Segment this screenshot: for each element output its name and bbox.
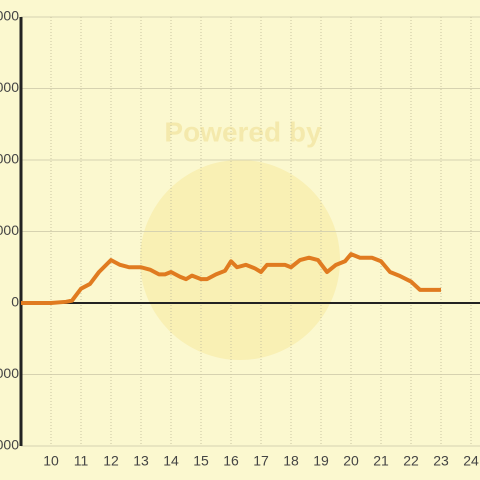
y-tick-label: 12,000 — [0, 8, 19, 24]
x-tick-label: 22 — [403, 453, 419, 469]
x-tick-label: 11 — [74, 453, 89, 469]
y-tick-label: 3,000 — [0, 222, 19, 238]
y-tick-label: -3,000 — [0, 365, 19, 381]
watermark: Powered by — [164, 116, 322, 147]
x-tick-label: 19 — [313, 453, 329, 469]
x-tick-label: 24 — [463, 453, 479, 469]
y-tick-label: 9,000 — [0, 79, 19, 95]
watermark-logo — [140, 160, 340, 360]
y-tick-label: 0 — [11, 294, 19, 310]
x-tick-label: 15 — [193, 453, 209, 469]
x-tick-label: 23 — [433, 453, 449, 469]
y-tick-label: 6,000 — [0, 151, 19, 167]
x-tick-label: 21 — [373, 453, 389, 469]
x-tick-label: 14 — [163, 453, 179, 469]
x-tick-label: 10 — [43, 453, 59, 469]
y-tick-label: -6,000 — [0, 437, 19, 453]
x-tick-label: 17 — [253, 453, 269, 469]
x-tick-label: 18 — [283, 453, 299, 469]
x-tick-label: 16 — [223, 453, 239, 469]
x-tick-label: 20 — [343, 453, 359, 469]
x-tick-label: 12 — [103, 453, 119, 469]
x-tick-label: 13 — [133, 453, 149, 469]
data-line — [21, 252, 441, 305]
